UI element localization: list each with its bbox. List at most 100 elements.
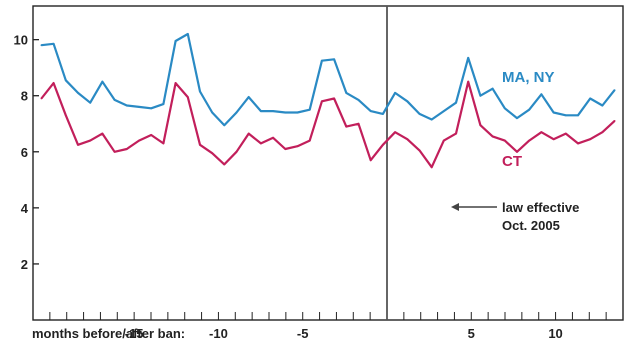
series-0-point: [552, 111, 555, 114]
series-1-point: [247, 132, 250, 135]
series-0-point: [247, 96, 250, 98]
series-0-point: [125, 104, 128, 107]
series-0-point: [564, 114, 567, 117]
series-1-point: [552, 138, 555, 141]
series-1-point: [345, 125, 348, 128]
series-1-point: [333, 97, 335, 100]
series-1-point: [321, 100, 323, 103]
series-1-point: [357, 122, 360, 125]
series-1-point: [223, 163, 226, 166]
series-0-point: [235, 111, 238, 114]
series-1-point: [467, 80, 470, 83]
series-0-point: [284, 111, 287, 114]
series-0-point: [89, 101, 92, 104]
series-1-point: [503, 139, 506, 142]
series-0-point: [491, 87, 494, 90]
series-0-point: [296, 111, 299, 114]
y-tick-label-8: 8: [21, 89, 28, 104]
series-1-point: [125, 148, 128, 150]
series-0-point: [52, 42, 55, 45]
series-1-point: [455, 132, 457, 135]
series-1-point: [491, 135, 494, 138]
series-1-point: [528, 139, 531, 142]
annotation-line-2: Oct. 2005: [502, 218, 560, 233]
plot-frame: [32, 5, 624, 321]
series-0-point: [455, 101, 457, 104]
series-0-point: [138, 106, 140, 108]
series-0-point: [272, 110, 274, 112]
series-1-point: [138, 139, 140, 142]
series-1-point: [442, 139, 445, 142]
series-0-point: [345, 92, 348, 94]
series-1-point: [52, 82, 55, 84]
series-0-point: [503, 107, 506, 110]
series-1-point: [101, 132, 104, 135]
series-1-point: [430, 166, 433, 169]
series-line-0: [41, 32, 616, 127]
series-1-point: [382, 143, 384, 146]
series-1-point: [406, 138, 409, 141]
x-tick-label: 10: [548, 326, 562, 341]
y-tick-label-4: 4: [21, 201, 29, 216]
series-label-ct: CT: [502, 153, 522, 170]
series-0-point: [577, 114, 579, 117]
series-1-point: [516, 150, 518, 153]
series-1-point: [77, 143, 79, 146]
series-0-point: [479, 94, 482, 97]
series-1-point: [296, 145, 299, 148]
series-0-point: [113, 99, 116, 101]
series-1-point: [564, 132, 567, 135]
series-1-point: [308, 139, 311, 142]
law-annotation: law effective Oct. 2005: [451, 200, 579, 233]
series-1-point: [150, 134, 153, 136]
series-0-point: [589, 97, 592, 100]
annotation-line-1: law effective: [502, 200, 579, 215]
series-0-point: [260, 110, 262, 112]
series-0-point: [101, 80, 104, 83]
series-1-point: [162, 142, 165, 145]
series-1-point: [394, 131, 396, 134]
series-0-point: [528, 108, 531, 111]
y-tick-label-10: 10: [14, 33, 28, 48]
series-0-point: [613, 89, 616, 91]
series-1-point: [369, 159, 372, 162]
series-0-point: [406, 100, 409, 103]
series-1-point: [64, 114, 67, 117]
series-0-point: [162, 103, 165, 105]
series-1-point: [418, 149, 421, 152]
series-line-1: [40, 80, 616, 169]
y-tick-label-6: 6: [21, 145, 28, 160]
series-0-point: [601, 104, 604, 107]
series-0-point: [77, 92, 79, 94]
series-0-point: [369, 110, 372, 112]
series-0-point: [540, 93, 543, 96]
series-label-ma-ny: MA, NY: [502, 69, 555, 86]
series-1-point: [113, 150, 116, 153]
series-1-point: [577, 142, 579, 145]
series-1-point: [40, 97, 43, 100]
series-0-point: [40, 44, 43, 47]
series-0-point: [223, 124, 226, 127]
series-0-point: [516, 117, 518, 119]
x-tick-label: -10: [209, 326, 228, 341]
series-0-point: [174, 40, 177, 42]
series-0-point: [150, 107, 153, 110]
series-0-point: [467, 57, 470, 59]
series-1-point: [589, 138, 592, 141]
series-1-point: [211, 152, 214, 155]
x-axis-title: months before/after ban:: [32, 326, 185, 341]
series-1-point: [540, 131, 543, 134]
series-0-point: [186, 33, 189, 35]
series-group: [40, 32, 616, 169]
series-1-point: [199, 143, 201, 146]
x-axis: -15 -10 -5 5 10: [49, 312, 624, 341]
series-0-point: [418, 113, 421, 115]
series-1-point: [479, 124, 482, 127]
series-0-point: [211, 111, 214, 114]
series-0-point: [308, 108, 311, 111]
series-1-point: [601, 131, 604, 134]
series-0-point: [394, 92, 396, 94]
series-1-point: [613, 120, 616, 122]
series-0-point: [442, 110, 445, 112]
